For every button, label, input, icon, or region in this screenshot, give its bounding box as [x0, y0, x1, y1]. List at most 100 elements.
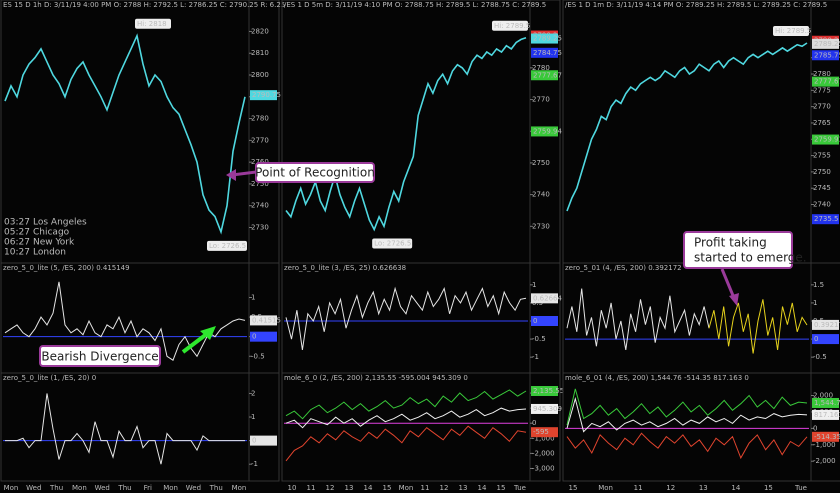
y-tick-label: 2730: [251, 224, 269, 232]
price-label: 2759.94: [533, 127, 562, 135]
series-line: [4, 281, 246, 361]
x-tick-label: 11: [634, 484, 643, 492]
arrow-head: [729, 293, 739, 306]
hi-label: Hi: 2818: [137, 20, 167, 28]
y-tick-label: 2810: [251, 49, 269, 57]
y-tick-label: 0: [813, 424, 817, 432]
series-line: [285, 389, 527, 420]
y-tick-label: 2780: [251, 115, 269, 123]
x-tick-label: 13: [345, 484, 354, 492]
y-tick-label: 1: [251, 294, 255, 302]
y-tick-label: 0: [532, 419, 536, 427]
series-line: [566, 388, 808, 426]
y-tick-label: 2745: [813, 184, 831, 192]
y-tick-label: 2740: [251, 202, 269, 210]
arrow-head: [226, 169, 236, 181]
price-label: 2,135.55: [533, 387, 564, 395]
price-label-box: [531, 70, 558, 81]
y-tick-label: -0.5: [532, 335, 546, 343]
x-tick-label: Wed: [186, 484, 201, 492]
price-label: 0.62664: [533, 294, 562, 302]
lo-label: Lo: 2726.5: [374, 239, 411, 247]
x-tick-label: Thu: [209, 484, 223, 492]
clock-time: 10:27: [4, 248, 30, 258]
x-tick-label: 12: [440, 484, 449, 492]
y-tick-label: 2820: [251, 27, 269, 35]
y-tick-label: -3,000: [532, 464, 555, 472]
series-line: [5, 393, 245, 465]
price-label-box: [812, 397, 839, 408]
x-tick-label: 14: [364, 484, 373, 492]
y-tick-label: 2: [251, 389, 255, 397]
x-tick-label: 14: [478, 484, 487, 492]
y-tick-label: 2750: [251, 180, 269, 188]
x-tick-label: Mon: [163, 484, 178, 492]
price-label-box: [812, 334, 839, 345]
x-tick-label: Thu: [49, 484, 63, 492]
annotation: Bearish Divergence: [41, 350, 158, 364]
y-tick-label: 1: [251, 413, 255, 421]
price-label-box: [250, 435, 277, 446]
x-tick-label: 10: [288, 484, 297, 492]
price-label-box: [250, 331, 277, 342]
price-label: 0: [814, 335, 818, 343]
annotation: Point of Recognition: [255, 166, 375, 180]
y-tick-label: 1: [532, 281, 536, 289]
hi-label-box: [492, 20, 528, 31]
y-tick-label: 2770: [813, 103, 831, 111]
y-tick-label: -0.5: [813, 353, 827, 361]
x-tick-label: Tue: [794, 484, 807, 492]
annotation-box: [683, 231, 793, 269]
price-label-box: [531, 427, 558, 438]
price-label: 2789.25: [533, 35, 562, 43]
annotation: started to emerge.: [694, 251, 807, 265]
panel: [0, 372, 280, 482]
clock-city: London: [33, 248, 66, 258]
panel-header: zero_5_01 (4, /ES, 200) 0.392172: [565, 264, 682, 272]
price-label-box: [531, 47, 558, 58]
price-label: 945.309: [533, 405, 562, 413]
price-label-box: [812, 431, 839, 442]
price-label-box: [531, 316, 558, 326]
panel-header: mole_6_01 (4, /ES, 200) 1,544.76 -514.35…: [565, 374, 749, 382]
price-label: 1,544.76: [814, 399, 840, 407]
y-tick-label: 2750: [532, 159, 550, 167]
x-tick-label: Mon: [72, 484, 87, 492]
x-tick-label: Mon: [399, 484, 414, 492]
hi-label: Hi: 2789.5: [494, 22, 530, 30]
x-tick-label: Wed: [26, 484, 41, 492]
x-tick-label: 15: [497, 484, 506, 492]
price-label: 2777.67: [814, 78, 840, 86]
hi-label: Hi: 2789.5: [775, 27, 811, 35]
y-tick-label: -1,000: [532, 434, 555, 442]
panel: [562, 372, 840, 482]
panel-header: /ES 1 D 5m D: 3/11/19 4:10 PM O: 2788.75…: [284, 1, 546, 9]
hi-label-box: [773, 26, 809, 37]
y-tick-label: 1.5: [813, 281, 824, 289]
panel-header: zero_5_0_lite (5, /ES, 200) 0.415149: [3, 264, 130, 272]
x-tick-label: Thu: [117, 484, 131, 492]
series-line: [285, 37, 527, 232]
panel-header: ES 15 D 1h D: 3/11/19 4:00 PM O: 2788 H:…: [3, 1, 285, 9]
price-label: 2784.75: [533, 49, 562, 57]
series-line: [285, 407, 527, 429]
arrow-head: [200, 326, 216, 340]
price-label: 0: [252, 333, 256, 341]
panel: [281, 372, 561, 482]
x-tick-label: Mon: [232, 484, 247, 492]
clock-time: 03:27: [4, 218, 30, 228]
y-tick-label: 2740: [532, 191, 550, 199]
x-tick-label: 11: [307, 484, 316, 492]
y-tick-label: -0.5: [251, 352, 265, 360]
series-line: [4, 33, 246, 235]
y-tick-label: 2780: [813, 70, 831, 78]
clock-city: New York: [33, 238, 75, 248]
price-label: 0.41515: [252, 316, 281, 324]
price-label-box: [531, 293, 558, 304]
price-label-box: [812, 134, 839, 145]
price-label: 2759.91: [814, 136, 840, 144]
price-label-box: [531, 386, 558, 397]
x-tick-label: Fri: [144, 484, 152, 492]
x-tick-label: 15: [569, 484, 578, 492]
